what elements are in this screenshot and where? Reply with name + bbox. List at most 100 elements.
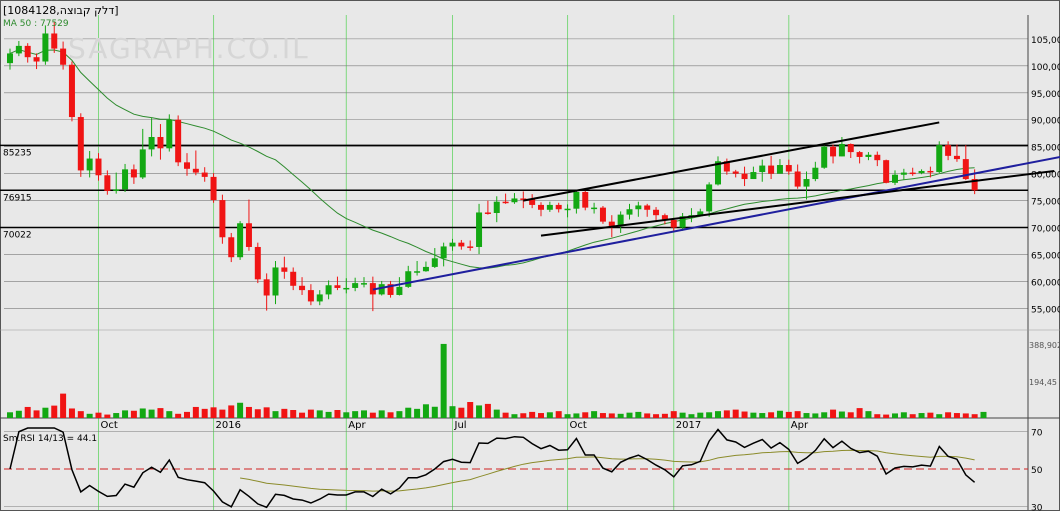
candle-body <box>379 284 385 294</box>
volume-bar <box>671 411 677 418</box>
symbol-label: [1084128,דלק קבוצה] <box>3 4 119 17</box>
candle-body <box>865 155 871 157</box>
volume-bar <box>25 407 31 418</box>
volume-bar <box>688 414 694 418</box>
candle-body <box>936 145 942 172</box>
volume-bar <box>467 402 473 418</box>
candle-body <box>317 294 323 301</box>
candle-body <box>299 286 305 290</box>
volume-bar <box>919 413 925 418</box>
volume-bar <box>140 408 146 418</box>
candle-body <box>423 267 429 271</box>
candle-body <box>848 144 854 152</box>
volume-bar <box>113 413 119 418</box>
candle-body <box>919 171 925 173</box>
candle-body <box>361 283 367 285</box>
candle-body <box>122 169 128 189</box>
volume-bar <box>317 410 323 418</box>
candle-body <box>113 189 119 191</box>
y-tick-label: 60,000 <box>1031 278 1060 288</box>
candle-body <box>750 172 756 179</box>
candle-body <box>777 165 783 174</box>
volume-bar <box>485 404 491 418</box>
volume-tick-label: 194,45 <box>1029 378 1057 387</box>
volume-bar <box>78 411 84 418</box>
volume-bar <box>582 412 588 418</box>
volume-bar <box>414 409 420 418</box>
candle-body <box>104 175 110 191</box>
candle-body <box>281 267 287 271</box>
candle-body <box>883 160 889 183</box>
candle-body <box>901 173 907 175</box>
candle-body <box>184 162 190 168</box>
candle-body <box>458 243 464 247</box>
volume-bar <box>901 412 907 418</box>
volume-bar <box>706 412 712 418</box>
candle-body <box>573 192 579 209</box>
volume-bar <box>343 412 349 418</box>
volume-bar <box>839 412 845 418</box>
candle-body <box>910 173 916 175</box>
candle-body <box>759 166 765 172</box>
volume-bar <box>122 410 128 418</box>
volume-bar <box>750 413 756 418</box>
candle-body <box>432 258 438 267</box>
candle-body <box>821 147 827 168</box>
volume-bar <box>795 411 801 418</box>
volume-bar <box>644 413 650 418</box>
volume-bar <box>458 408 464 418</box>
candle-body <box>441 246 447 258</box>
y-tick-label: 105,000 <box>1031 36 1060 46</box>
x-tick-label: Apr <box>791 420 809 431</box>
level-label: 76915 <box>3 193 32 203</box>
volume-bar <box>211 407 217 418</box>
volume-bar <box>370 413 376 418</box>
volume-bar <box>529 412 535 418</box>
volume-bar <box>219 410 225 418</box>
candle-body <box>87 159 93 171</box>
volume-bar <box>892 413 898 418</box>
volume-bar <box>157 408 163 418</box>
candle-body <box>565 209 571 211</box>
volume-bar <box>680 413 686 418</box>
volume-bar <box>972 414 978 418</box>
volume-bar <box>299 413 305 418</box>
candle-body <box>273 267 279 295</box>
volume-bar <box>281 409 287 418</box>
volume-bar <box>618 414 624 418</box>
candle-body <box>742 174 748 179</box>
volume-bar <box>697 413 703 418</box>
volume-bar <box>51 406 57 418</box>
volume-bar <box>742 412 748 418</box>
candle-body <box>635 205 641 209</box>
candle-body <box>450 243 456 247</box>
watermark: SAGRAPH.CO.IL <box>68 32 310 65</box>
candle-body <box>193 169 199 173</box>
candle-body <box>60 49 66 65</box>
y-tick-label: 95,000 <box>1031 90 1060 100</box>
volume-bar <box>662 414 668 418</box>
candle-body <box>954 156 960 159</box>
candle-body <box>78 117 84 170</box>
candle-body <box>343 288 349 290</box>
candle-body <box>733 171 739 173</box>
volume-bar <box>910 414 916 418</box>
volume-bar <box>733 410 739 418</box>
candle-body <box>591 208 597 210</box>
candle-body <box>609 222 615 226</box>
volume-bar <box>547 412 553 418</box>
volume-bar <box>804 413 810 418</box>
volume-bar <box>308 410 314 418</box>
volume-bar <box>104 415 110 418</box>
volume-bar <box>874 414 880 418</box>
candle-body <box>830 147 836 157</box>
candle-body <box>16 46 22 54</box>
volume-bar <box>786 412 792 418</box>
volume-bar <box>963 413 969 418</box>
x-tick-label: Jul <box>454 420 467 431</box>
volume-bar <box>609 413 615 418</box>
candle-body <box>786 165 792 171</box>
candle-body <box>149 137 155 149</box>
volume-bar <box>936 414 942 418</box>
